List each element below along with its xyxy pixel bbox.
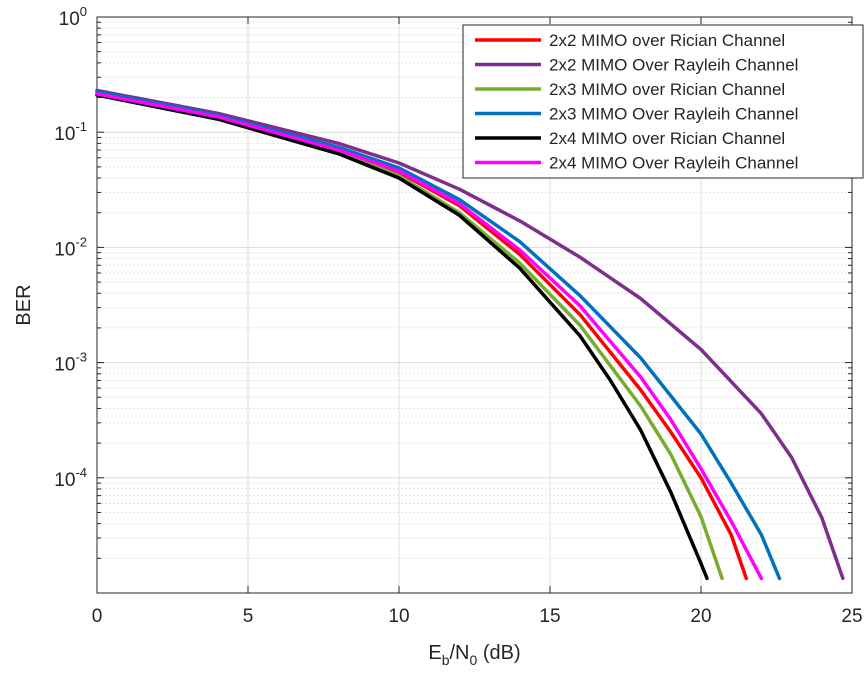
legend-label-5: 2x4 MIMO over Rician Channel	[549, 129, 785, 148]
y-tick-label: 10-2	[54, 234, 87, 260]
y-tick-label: 10-4	[54, 465, 87, 491]
x-tick-label: 10	[388, 606, 409, 627]
legend-label-6: 2x4 MIMO Over Rayleih Channel	[549, 154, 798, 173]
x-tick-label: 5	[243, 606, 254, 627]
y-axis-label: BER	[13, 284, 35, 325]
series-line-2	[95, 88, 845, 581]
legend-box	[462, 24, 864, 179]
y-tick-label: 10-3	[54, 350, 87, 376]
axes-box	[96, 16, 853, 594]
y-tick-label: 100	[59, 4, 87, 30]
x-tick-label: 20	[690, 606, 711, 627]
x-tick-label: 0	[92, 606, 103, 627]
legend-label-4: 2x3 MIMO Over Rayleih Channel	[549, 105, 798, 124]
axis-labels: Eb/N0 (dB) BER	[13, 284, 521, 668]
legend-label-3: 2x3 MIMO over Rician Channel	[549, 80, 785, 99]
x-axis-label: Eb/N0 (dB)	[428, 642, 520, 668]
y-tick-label: 10-1	[54, 119, 87, 145]
legend: 2x2 MIMO over Rician Channel 2x2 MIMO Ove…	[462, 24, 864, 179]
series-line-6	[95, 92, 764, 581]
legend-label-1: 2x2 MIMO over Rician Channel	[549, 31, 785, 50]
series-line-5	[95, 93, 709, 581]
x-tick-label: 15	[539, 606, 560, 627]
series-lines	[95, 88, 845, 581]
x-tick-label: 25	[841, 606, 862, 627]
legend-label-2: 2x2 MIMO Over Rayleih Channel	[549, 56, 798, 75]
series-line-4	[95, 89, 782, 581]
